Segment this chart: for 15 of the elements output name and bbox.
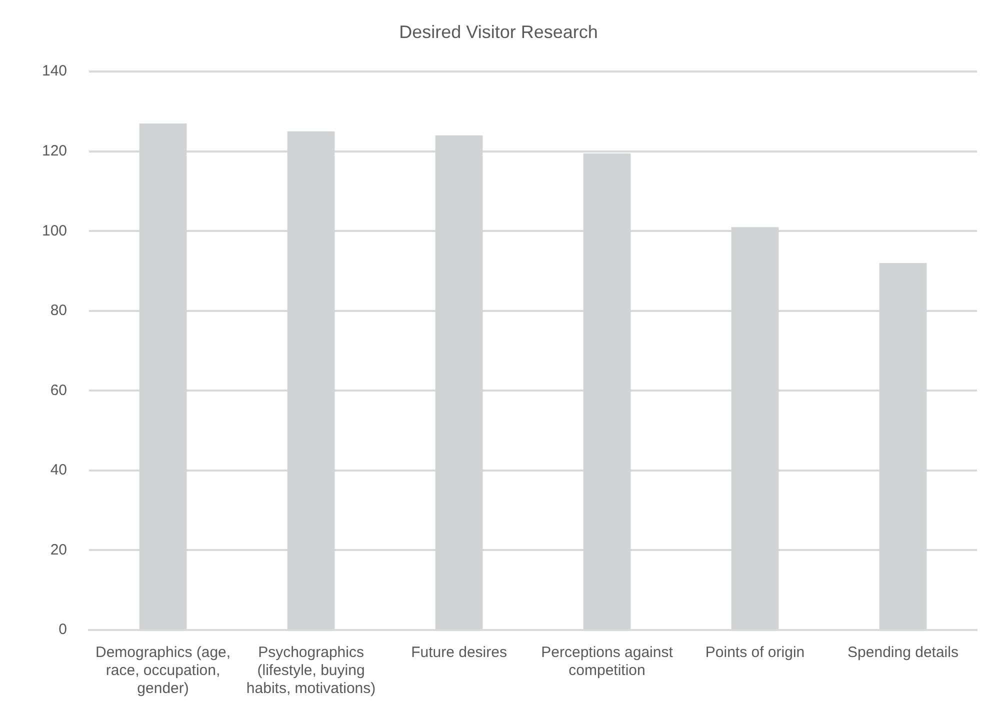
x-tick-label: Future desires xyxy=(411,644,507,662)
x-tick-label: Perceptions against competition xyxy=(541,644,674,680)
y-tick-label: 120 xyxy=(42,142,68,160)
x-tick-label: Demographics (age, race, occupation, gender) xyxy=(95,644,231,698)
chart-title: Desired Visitor Research xyxy=(399,22,598,42)
x-tick-label: Psychographics (lifestyle, buying habits, motivations) xyxy=(246,644,376,698)
y-tick-label: 100 xyxy=(42,222,68,240)
y-tick-label: 0 xyxy=(58,621,68,638)
y-tick-label: 40 xyxy=(50,462,68,479)
y-tick-label: 80 xyxy=(50,302,68,320)
x-tick-label: Points of origin xyxy=(705,644,805,662)
y-tick-label: 60 xyxy=(50,382,68,399)
y-tick-label: 20 xyxy=(50,541,68,558)
y-tick-label: 140 xyxy=(42,62,68,80)
x-tick-label: Spending details xyxy=(848,644,958,662)
